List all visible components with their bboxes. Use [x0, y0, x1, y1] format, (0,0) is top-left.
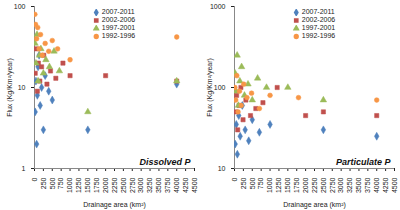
html-text:1997-2001: 1997-2001	[301, 24, 336, 31]
svg-text:500: 500	[249, 177, 256, 189]
html-text:2002-2006: 2002-2006	[301, 16, 336, 23]
svg-text:2000: 2000	[102, 177, 109, 193]
svg-text:3750: 3750	[364, 177, 371, 193]
svg-text:2750: 2750	[329, 177, 336, 193]
svg-text:250: 250	[240, 177, 247, 189]
svg-text:2000: 2000	[302, 177, 309, 193]
svg-text:Particulate P: Particulate P	[336, 157, 392, 167]
svg-text:3250: 3250	[146, 177, 153, 193]
svg-text:1500: 1500	[84, 177, 91, 193]
svg-text:10: 10	[18, 84, 26, 91]
svg-text:100: 100	[214, 84, 226, 91]
svg-text:1000: 1000	[66, 177, 73, 193]
svg-text:4000: 4000	[373, 177, 380, 193]
svg-text:3000: 3000	[337, 177, 344, 193]
svg-text:2250: 2250	[311, 177, 318, 193]
svg-text:3250: 3250	[346, 177, 353, 193]
svg-text:3750: 3750	[164, 177, 171, 193]
svg-text:1750: 1750	[93, 177, 100, 193]
html-text:2002-2006: 2002-2006	[101, 16, 136, 23]
svg-text:4250: 4250	[182, 177, 189, 193]
svg-text:0: 0	[31, 177, 38, 181]
svg-text:0: 0	[231, 177, 238, 181]
html-text:1997-2001: 1997-2001	[101, 24, 136, 31]
svg-text:2250: 2250	[111, 177, 118, 193]
svg-text:250: 250	[40, 177, 47, 189]
svg-text:1: 1	[22, 165, 26, 172]
svg-text:Drainage area (km²): Drainage area (km²)	[83, 201, 146, 209]
svg-text:4500: 4500	[191, 177, 198, 193]
svg-text:Drainage area (km²): Drainage area (km²)	[283, 201, 346, 209]
svg-text:Flux (Kg/Km²/year): Flux (Kg/Km²/year)	[6, 58, 14, 117]
svg-text:3000: 3000	[137, 177, 144, 193]
svg-text:1000: 1000	[210, 3, 226, 10]
html-text:2007-2011: 2007-2011	[301, 8, 335, 15]
svg-text:3500: 3500	[355, 177, 362, 193]
svg-text:750: 750	[57, 177, 64, 189]
svg-text:2500: 2500	[120, 177, 127, 193]
svg-text:1250: 1250	[275, 177, 282, 193]
svg-text:100: 100	[14, 3, 26, 10]
svg-text:Dissolved P: Dissolved P	[139, 157, 191, 167]
html-text:1992-1996: 1992-1996	[101, 32, 136, 39]
svg-text:1500: 1500	[284, 177, 291, 193]
svg-text:3500: 3500	[155, 177, 162, 193]
svg-text:10: 10	[218, 165, 226, 172]
svg-text:750: 750	[257, 177, 264, 189]
svg-text:1000: 1000	[266, 177, 273, 193]
html-text:2007-2011: 2007-2011	[101, 8, 135, 15]
svg-text:1250: 1250	[75, 177, 82, 193]
html-text:1992-1996: 1992-1996	[301, 32, 336, 39]
svg-text:4500: 4500	[391, 177, 398, 193]
svg-text:500: 500	[49, 177, 56, 189]
svg-text:1750: 1750	[293, 177, 300, 193]
svg-text:4000: 4000	[173, 177, 180, 193]
svg-text:2750: 2750	[129, 177, 136, 193]
svg-text:Flux (Kg/Km²/year): Flux (Kg/Km²/year)	[206, 58, 214, 117]
svg-text:2500: 2500	[320, 177, 327, 193]
svg-text:4250: 4250	[382, 177, 389, 193]
